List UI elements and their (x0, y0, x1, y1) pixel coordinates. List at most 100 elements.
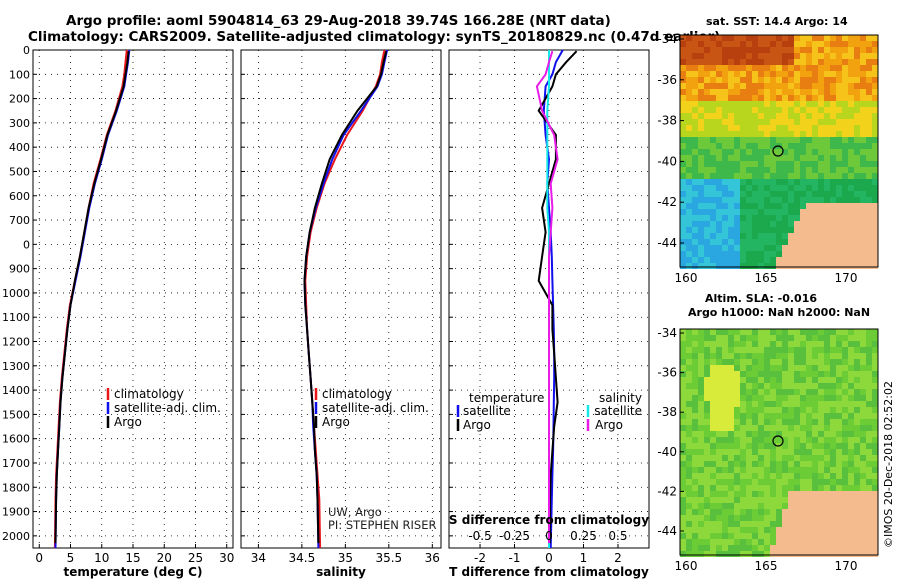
sst-map-cell (692, 245, 698, 251)
sla-map-cell (830, 347, 836, 353)
sla-map-cell (716, 407, 722, 413)
difference-xtick-label: 1 (580, 551, 588, 565)
sst-map-cell (848, 125, 854, 131)
sst-map-cell (776, 185, 782, 191)
sla-map-cell (794, 371, 800, 377)
sla-map-cell (842, 431, 848, 437)
sla-map-cell (836, 467, 842, 473)
sla-map-ytick-label: -42 (657, 484, 677, 498)
sla-map-cell (824, 431, 830, 437)
sla-map-cell (866, 467, 872, 473)
sla-map-cell (734, 545, 740, 551)
sla-map-cell (836, 413, 842, 419)
sla-map-cell (722, 467, 728, 473)
sla-map-cell (710, 539, 716, 545)
sla-map-cell (692, 467, 698, 473)
sla-map-cell (692, 539, 698, 545)
sla-map-cell (740, 467, 746, 473)
sst-map-cell (800, 239, 806, 245)
sla-map-cell (794, 467, 800, 473)
sla-map-cell (692, 491, 698, 497)
sst-map-cell (770, 119, 776, 125)
sst-map-cell (716, 35, 722, 41)
sla-map-cell (812, 359, 818, 365)
sst-map-cell (788, 263, 794, 269)
sst-map-cell (680, 137, 686, 143)
sst-map-cell (734, 71, 740, 77)
sla-map-cell (728, 413, 734, 419)
sla-map-cell (686, 425, 692, 431)
sla-map-cell (818, 515, 824, 521)
sst-map-cell (776, 197, 782, 203)
sst-map-cell (686, 191, 692, 197)
sla-map-cell (740, 443, 746, 449)
sla-map-cell (866, 527, 872, 533)
sst-map-cell (812, 131, 818, 137)
sla-map-cell (872, 467, 878, 473)
sla-map-cell (728, 401, 734, 407)
sst-map-cell (692, 263, 698, 269)
sst-map-cell (716, 71, 722, 77)
sst-map-cell (686, 77, 692, 83)
sla-map-cell (752, 443, 758, 449)
sla-map-cell (806, 365, 812, 371)
sst-map-cell (740, 119, 746, 125)
sst-map-cell (854, 59, 860, 65)
sst-map-cell (800, 191, 806, 197)
sst-map-cell (770, 89, 776, 95)
sst-map-cell (680, 245, 686, 251)
sst-map-cell (680, 47, 686, 53)
sla-map-cell (866, 485, 872, 491)
sst-map-cell (716, 131, 722, 137)
sla-map-cell (740, 509, 746, 515)
sla-map-cell (722, 533, 728, 539)
sst-map-cell (710, 209, 716, 215)
sla-map-cell (692, 527, 698, 533)
sla-map-cell (746, 365, 752, 371)
sla-map-cell (824, 455, 830, 461)
sst-map-cell (800, 113, 806, 119)
sla-map-cell (746, 473, 752, 479)
sla-map-cell (860, 545, 866, 551)
sla-map-cell (698, 413, 704, 419)
sst-map-cell (692, 173, 698, 179)
sst-map-cell (812, 65, 818, 71)
sst-map-cell (824, 215, 830, 221)
sla-map-cell (770, 467, 776, 473)
sst-map-cell (842, 161, 848, 167)
sla-map-cell (854, 545, 860, 551)
sst-map-cell (782, 263, 788, 269)
sla-map-cell (794, 449, 800, 455)
sla-map-cell (740, 371, 746, 377)
sst-map-cell (704, 77, 710, 83)
sst-map-cell (788, 107, 794, 113)
sla-map-cell (746, 389, 752, 395)
sla-map-cell (752, 419, 758, 425)
sla-map-cell (818, 551, 824, 557)
sst-map-cell (758, 95, 764, 101)
sla-map-cell (734, 431, 740, 437)
sst-map-cell (830, 77, 836, 83)
sla-map-cell (860, 413, 866, 419)
sst-map-cell (842, 119, 848, 125)
sla-map-cell (866, 335, 872, 341)
sst-map-cell (758, 221, 764, 227)
sst-map-cell (818, 143, 824, 149)
sla-map-cell (806, 359, 812, 365)
sst-map-cell (758, 41, 764, 47)
sst-map-cell (842, 179, 848, 185)
sst-map-cell (860, 101, 866, 107)
sst-map-cell (776, 125, 782, 131)
sst-map-cell (734, 89, 740, 95)
sla-map-cell (710, 491, 716, 497)
sla-map-cell (764, 533, 770, 539)
sla-map-cell (842, 479, 848, 485)
sla-map-cell (818, 527, 824, 533)
sla-map-cell (758, 431, 764, 437)
sla-map-cell (794, 521, 800, 527)
sla-map-cell (866, 407, 872, 413)
sst-map-cell (800, 137, 806, 143)
salinity-annotation: PI: STEPHEN RISER (328, 518, 437, 532)
sst-map-cell (740, 131, 746, 137)
sst-map-cell (842, 107, 848, 113)
